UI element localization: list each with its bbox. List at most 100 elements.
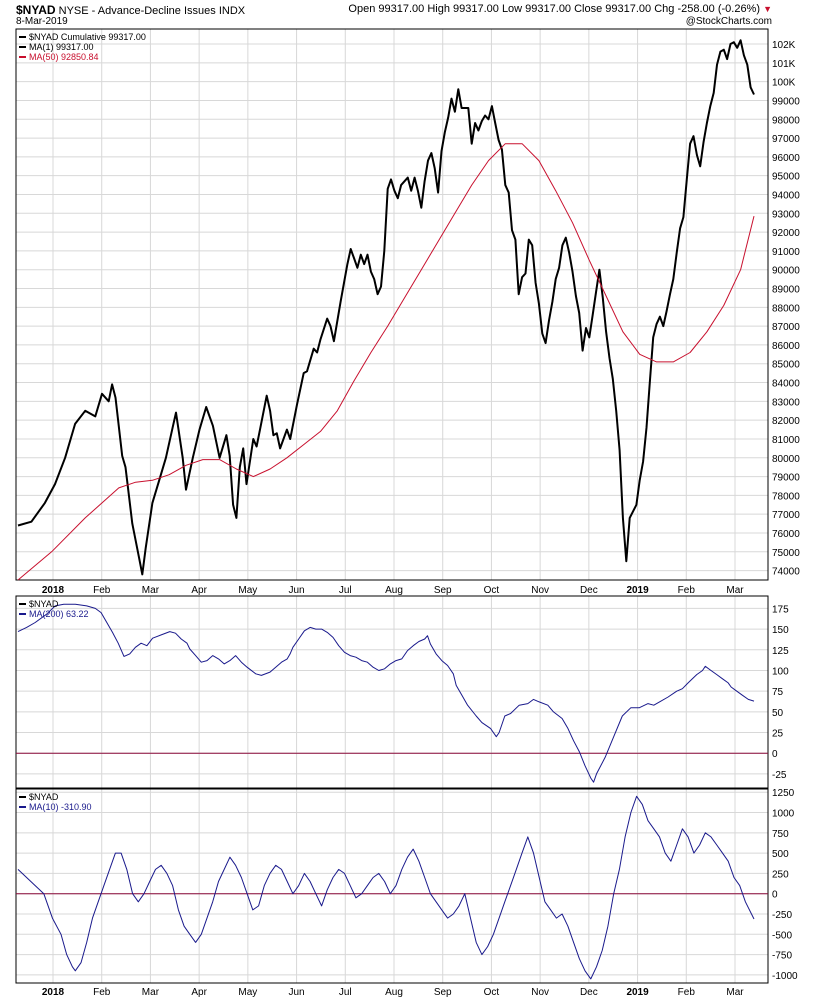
x-tick-label: May	[238, 987, 257, 998]
y-tick-label: 100	[772, 666, 789, 677]
x-tick-label: Mar	[726, 987, 744, 998]
y-tick-label: 0	[772, 749, 778, 760]
x-tick-label: Feb	[678, 585, 696, 596]
legend-entry: $NYAD	[29, 792, 59, 802]
x-tick-label: 2018	[42, 987, 65, 998]
y-tick-label: 25	[772, 729, 784, 740]
y-tick-label: 92000	[772, 228, 800, 239]
x-tick-label: Apr	[191, 585, 207, 596]
down-triangle-icon: ▼	[763, 4, 772, 14]
y-tick-label: 150	[772, 625, 789, 636]
legend-entry: MA(1) 99317.00	[29, 42, 94, 52]
x-tick-label: 2019	[626, 585, 649, 596]
y-tick-label: 76000	[772, 529, 800, 540]
y-tick-label: 90000	[772, 266, 800, 277]
x-tick-label: Dec	[580, 987, 598, 998]
y-tick-label: 89000	[772, 285, 800, 296]
x-tick-label: Mar	[142, 987, 160, 998]
x-tick-label: Jul	[339, 585, 352, 596]
y-tick-label: 1000	[772, 809, 795, 820]
x-tick-label: 2018	[42, 585, 65, 596]
legend-entry: MA(50) 92850.84	[29, 52, 99, 62]
y-tick-label: 77000	[772, 510, 800, 521]
series-line-ma-10-	[17, 795, 755, 980]
y-tick-label: 96000	[772, 153, 800, 164]
watermark: @StockCharts.com	[685, 16, 772, 27]
y-tick-label: 79000	[772, 473, 800, 484]
y-tick-label: 175	[772, 604, 789, 615]
x-tick-label: 2019	[626, 987, 649, 998]
ma10-pane-frame	[15, 788, 769, 984]
x-tick-label: Mar	[726, 585, 744, 596]
y-tick-label: 83000	[772, 397, 800, 408]
legend-entry: $NYAD Cumulative 99317.00	[29, 32, 146, 42]
series-line-ma-50-	[17, 143, 755, 581]
y-tick-label: 0	[772, 890, 778, 901]
symbol-description: NYSE - Advance-Decline Issues	[58, 5, 216, 17]
y-tick-label: -25	[772, 770, 787, 781]
series-line-ma-200-	[17, 603, 755, 783]
y-tick-label: 75	[772, 687, 784, 698]
y-tick-label: -500	[772, 930, 792, 941]
legend-entry: MA(10) -310.90	[29, 802, 92, 812]
x-tick-label: Nov	[531, 987, 549, 998]
y-tick-label: 74000	[772, 567, 800, 578]
y-tick-label: 250	[772, 869, 789, 880]
x-tick-label: Sep	[434, 585, 452, 596]
exchange: INDX	[218, 5, 246, 17]
y-tick-label: 100K	[772, 78, 796, 89]
y-tick-label: 80000	[772, 454, 800, 465]
y-tick-label: 93000	[772, 209, 800, 220]
x-tick-label: Jul	[339, 987, 352, 998]
x-tick-label: Oct	[484, 987, 500, 998]
x-tick-label: Oct	[484, 585, 500, 596]
y-tick-label: 87000	[772, 322, 800, 333]
y-tick-label: 1250	[772, 788, 795, 799]
legend-entry: $NYAD	[29, 599, 59, 609]
symbol: $NYAD	[16, 3, 56, 17]
x-tick-label: Jun	[289, 585, 305, 596]
y-tick-label: 81000	[772, 435, 800, 446]
y-tick-label: -250	[772, 910, 792, 921]
y-tick-label: 102K	[772, 40, 796, 51]
ma200-pane-frame	[15, 595, 769, 789]
y-tick-label: 97000	[772, 134, 800, 145]
y-tick-label: 125	[772, 646, 789, 657]
x-tick-label: Sep	[434, 987, 452, 998]
legend-entry: MA(200) 63.22	[29, 609, 89, 619]
y-tick-label: 750	[772, 829, 789, 840]
y-tick-label: 78000	[772, 491, 800, 502]
y-tick-label: 86000	[772, 341, 800, 352]
y-tick-label: 85000	[772, 360, 800, 371]
x-tick-label: Aug	[385, 585, 403, 596]
series-line--nyad-cumulative	[17, 39, 755, 576]
chart-header: $NYAD NYSE - Advance-Decline Issues INDX…	[16, 3, 772, 17]
y-tick-label: 101K	[772, 59, 796, 70]
y-tick-label: 500	[772, 849, 789, 860]
x-tick-label: Dec	[580, 585, 598, 596]
y-tick-label: 91000	[772, 247, 800, 258]
y-tick-label: 99000	[772, 96, 800, 107]
y-tick-label: 95000	[772, 172, 800, 183]
x-tick-label: Feb	[678, 987, 696, 998]
y-tick-label: 82000	[772, 416, 800, 427]
x-tick-label: Jun	[289, 987, 305, 998]
x-tick-label: May	[238, 585, 257, 596]
chart-date: 8-Mar-2019	[16, 16, 68, 27]
y-tick-label: 75000	[772, 548, 800, 559]
x-tick-label: Aug	[385, 987, 403, 998]
y-tick-label: 94000	[772, 190, 800, 201]
price-pane-frame	[15, 28, 769, 581]
quote-text: Open 99317.00 High 99317.00 Low 99317.00…	[348, 3, 761, 15]
x-tick-label: Nov	[531, 585, 549, 596]
x-tick-label: Mar	[142, 585, 160, 596]
quote-summary: Open 99317.00 High 99317.00 Low 99317.00…	[348, 3, 772, 15]
y-tick-label: 98000	[772, 115, 800, 126]
x-tick-label: Feb	[93, 585, 111, 596]
y-tick-label: 50	[772, 708, 784, 719]
y-tick-label: -750	[772, 951, 792, 962]
y-tick-label: 84000	[772, 379, 800, 390]
chart-subheader: 8-Mar-2019 @StockCharts.com	[16, 16, 772, 28]
y-tick-label: 88000	[772, 303, 800, 314]
